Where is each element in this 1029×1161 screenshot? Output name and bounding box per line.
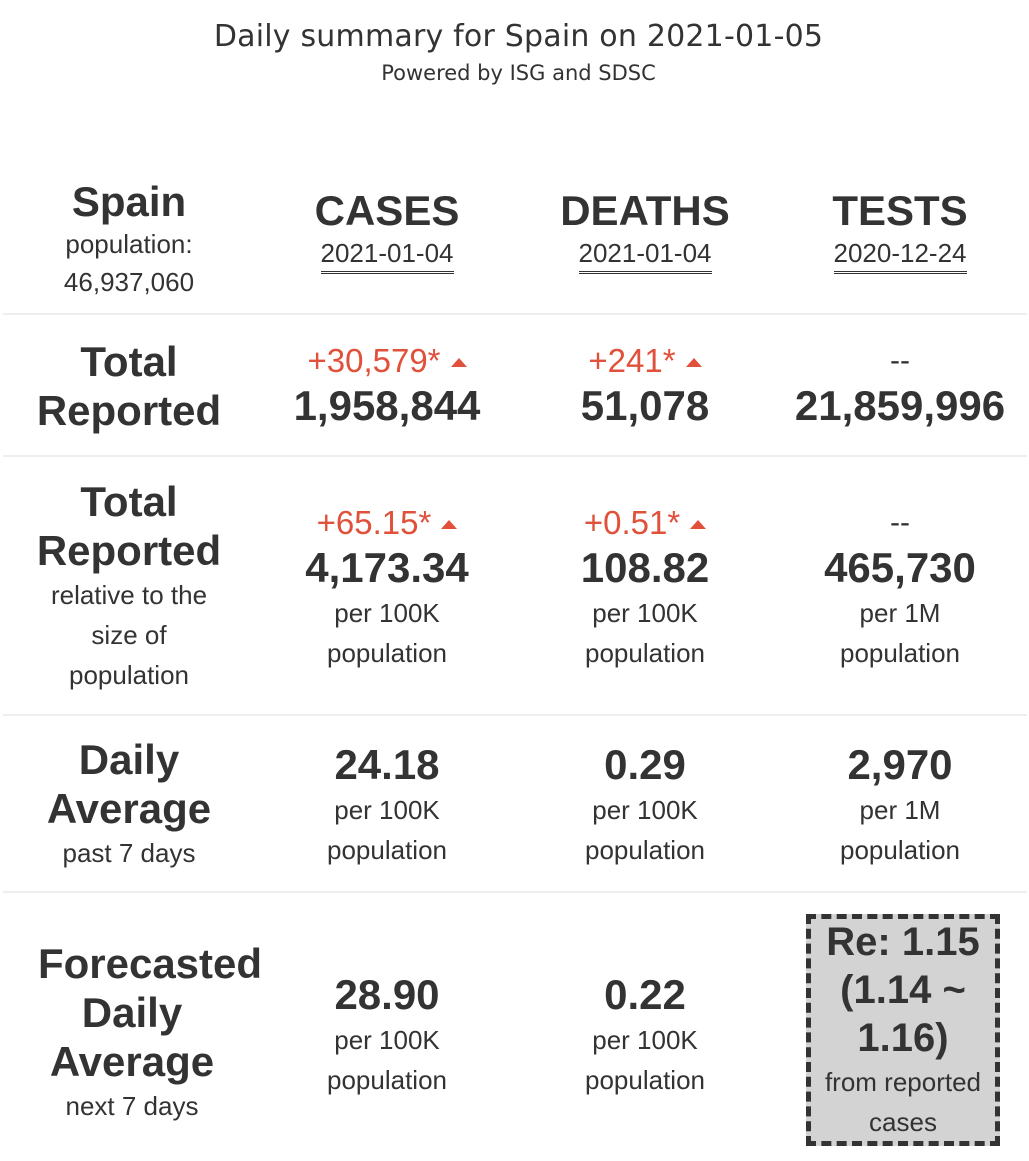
row-label-line: Reported xyxy=(36,387,222,434)
relative-tests-cell: -- 465,730 per 1M population xyxy=(774,498,1026,678)
row-sublabel: next 7 days xyxy=(65,1090,199,1121)
row-sublabel: past 7 days xyxy=(62,838,196,868)
deaths-column-header: DEATHS 2021-01-04 xyxy=(516,180,774,280)
row-divider xyxy=(3,455,1027,457)
triangle-up-icon xyxy=(685,357,702,367)
row-sublabel: population xyxy=(69,660,189,690)
unit-label: population xyxy=(585,1065,705,1095)
unit-label: population xyxy=(840,835,960,865)
total-cases-delta: +30,579* xyxy=(307,341,467,381)
population-label: population: xyxy=(65,229,193,259)
population-value: 46,937,060 xyxy=(63,267,195,297)
unit-label: population xyxy=(327,638,447,668)
daily-cases-cell: 24.18 per 100K population xyxy=(258,740,516,870)
total-deaths-value: 51,078 xyxy=(580,382,710,429)
cases-date-link[interactable]: 2021-01-04 xyxy=(320,235,454,274)
row-sublabel: size of xyxy=(91,620,167,650)
cases-heading: CASES xyxy=(314,187,460,234)
re-range-line: (1.14 ~ xyxy=(840,968,966,1012)
country-name: Spain xyxy=(71,178,187,225)
row-label-line: Daily xyxy=(81,988,183,1036)
row-sublabel: relative to the xyxy=(50,580,208,610)
unit-label: per 1M xyxy=(859,795,941,825)
unit-label: per 100K xyxy=(334,1025,440,1055)
relative-tests-value: 465,730 xyxy=(824,544,976,591)
row-label-total: Total Reported xyxy=(0,336,258,436)
total-cases-value: 1,958,844 xyxy=(293,382,481,429)
row-divider xyxy=(3,714,1027,716)
unit-label: per 100K xyxy=(334,795,440,825)
row-label-line: Total xyxy=(80,338,178,385)
relative-cases-delta: +65.15* xyxy=(317,503,458,543)
total-tests-delta: -- xyxy=(890,344,910,377)
unit-label: per 1M xyxy=(859,598,941,628)
row-label-line: Average xyxy=(49,1037,215,1085)
row-divider xyxy=(3,891,1027,893)
unit-label: per 100K xyxy=(592,598,698,628)
unit-label: population xyxy=(327,1065,447,1095)
row-label-forecast: Forecasted Daily Average next 7 days xyxy=(20,940,280,1124)
daily-tests-cell: 2,970 per 1M population xyxy=(774,740,1026,870)
relative-deaths-value: 108.82 xyxy=(580,544,710,591)
total-cases-cell: +30,579* 1,958,844 xyxy=(258,336,516,436)
relative-deaths-delta: +0.51* xyxy=(584,503,707,543)
deaths-date-link[interactable]: 2021-01-04 xyxy=(578,235,712,274)
row-divider xyxy=(3,313,1027,315)
total-tests-cell: -- 21,859,996 xyxy=(774,336,1026,436)
daily-deaths-value: 0.29 xyxy=(604,741,686,788)
relative-cases-value: 4,173.34 xyxy=(305,544,469,591)
re-value-line: Re: 1.15 xyxy=(826,920,980,964)
relative-cases-cell: +65.15* 4,173.34 per 100K population xyxy=(258,498,516,678)
tests-column-header: TESTS 2020-12-24 xyxy=(774,180,1026,280)
unit-label: population xyxy=(585,638,705,668)
cases-column-header: CASES 2021-01-04 xyxy=(258,180,516,280)
forecast-cases-cell: 28.90 per 100K population xyxy=(258,970,516,1100)
unit-label: population xyxy=(840,638,960,668)
total-deaths-delta: +241* xyxy=(588,341,702,381)
page-subtitle: Powered by ISG and SDSC xyxy=(381,61,656,85)
row-label-daily-average: Daily Average past 7 days xyxy=(0,734,258,874)
row-label-line: Reported xyxy=(36,527,222,574)
total-tests-value: 21,859,996 xyxy=(794,382,1006,429)
reproduction-number-box: Re: 1.15 (1.14 ~ 1.16) from reported cas… xyxy=(806,914,1000,1146)
unit-label: per 100K xyxy=(334,598,440,628)
row-label-line: Total xyxy=(80,478,178,525)
daily-deaths-cell: 0.29 per 100K population xyxy=(516,740,774,870)
triangle-up-icon xyxy=(690,519,707,529)
unit-label: population xyxy=(585,835,705,865)
row-label-line: Average xyxy=(46,785,212,832)
daily-cases-value: 24.18 xyxy=(334,741,440,788)
row-label-line: Forecasted xyxy=(37,939,263,987)
triangle-up-icon xyxy=(450,357,467,367)
tests-date-link[interactable]: 2020-12-24 xyxy=(833,235,967,274)
country-header: Spain population: 46,937,060 xyxy=(0,165,258,315)
daily-tests-value: 2,970 xyxy=(847,741,953,788)
unit-label: per 100K xyxy=(592,795,698,825)
forecast-deaths-cell: 0.22 per 100K population xyxy=(516,970,774,1100)
triangle-up-icon xyxy=(441,519,458,529)
deaths-heading: DEATHS xyxy=(560,187,730,234)
re-note: from reported xyxy=(824,1067,982,1097)
row-label-line: Daily xyxy=(78,736,180,783)
tests-heading: TESTS xyxy=(832,187,968,234)
forecast-cases-value: 28.90 xyxy=(334,971,440,1018)
page-title: Daily summary for Spain on 2021-01-05 xyxy=(213,19,824,54)
forecast-deaths-value: 0.22 xyxy=(604,971,686,1018)
re-note: cases xyxy=(869,1107,937,1137)
unit-label: per 100K xyxy=(592,1025,698,1055)
relative-tests-delta: -- xyxy=(890,506,910,539)
row-label-relative: Total Reported relative to the size of p… xyxy=(0,476,258,696)
re-range-line: 1.16) xyxy=(857,1016,949,1060)
relative-deaths-cell: +0.51* 108.82 per 100K population xyxy=(516,498,774,678)
total-deaths-cell: +241* 51,078 xyxy=(516,336,774,436)
unit-label: population xyxy=(327,835,447,865)
